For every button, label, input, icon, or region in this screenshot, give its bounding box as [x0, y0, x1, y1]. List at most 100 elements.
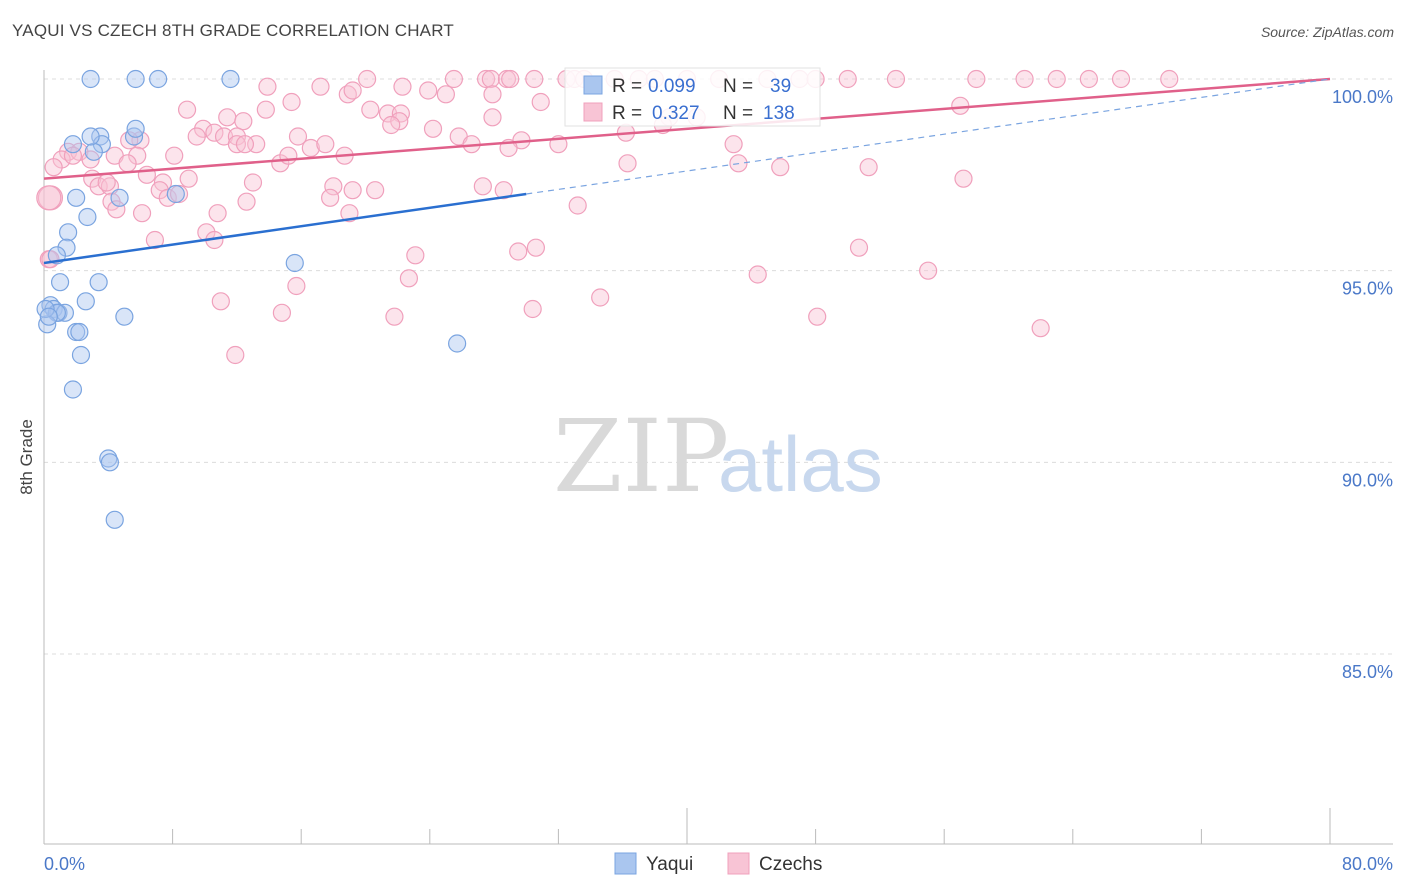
yaqui-point [63, 135, 83, 154]
czechs-point [406, 246, 425, 265]
trend-lines [43, 77, 1331, 265]
czechs-point [568, 196, 587, 215]
czechs-point [382, 115, 401, 135]
czechs-point [483, 85, 502, 104]
yaqui-point [71, 345, 91, 365]
yaqui-point [57, 238, 76, 257]
czechs-point [235, 135, 255, 154]
czechs-point [849, 238, 869, 257]
czechs-points [36, 69, 1179, 365]
yaqui-point [78, 207, 97, 227]
bottom-legend: Yaqui Czechs [614, 852, 822, 875]
bottom-legend-swatch-yaqui [614, 852, 637, 875]
legend-swatch-yaqui [583, 75, 603, 95]
czechs-point [473, 177, 492, 196]
czechs-point [179, 169, 198, 188]
czechs-point [177, 100, 197, 119]
x-tick-label-max: 80.0% [1342, 854, 1393, 874]
czechs-point [234, 112, 253, 131]
yaqui-point [59, 223, 78, 242]
czechs-point [301, 138, 320, 158]
czechs-point [358, 69, 377, 89]
legend-czechs-r-value: 0.327 [652, 103, 700, 124]
czechs-point [288, 127, 308, 146]
czechs-point [145, 230, 165, 250]
czechs-point [618, 154, 637, 173]
yaqui-point [124, 127, 144, 146]
legend-czechs-r-label: R = [612, 103, 642, 124]
y-tick-label: 85.0% [1342, 662, 1393, 682]
yaqui-point [110, 188, 129, 207]
yaqui-point [81, 127, 100, 146]
legend-yaqui-r-value: 0.099 [648, 76, 696, 97]
yaqui-point [76, 292, 95, 311]
yaqui-point [285, 253, 304, 273]
czechs-point [886, 69, 906, 89]
czechs-point [444, 69, 464, 89]
czechs-point [287, 276, 306, 296]
czechs-point [343, 181, 362, 200]
czechs-point [97, 173, 116, 192]
czechs-point [316, 135, 335, 154]
yaqui-point [84, 142, 103, 161]
czechs-point [118, 154, 137, 173]
czechs-point [226, 345, 245, 365]
y-tick-label: 95.0% [1342, 279, 1393, 299]
czechs-point [771, 158, 790, 177]
czechs-point [1031, 319, 1050, 338]
yaqui-point [81, 69, 100, 89]
czechs-point [282, 92, 301, 112]
czechs-point [340, 204, 359, 223]
y-axis-title: 8th Grade [17, 419, 36, 495]
czechs-point [272, 303, 292, 322]
yaqui-point [448, 334, 467, 353]
czechs-point [724, 135, 743, 154]
yaqui-point [50, 273, 70, 292]
czechs-point [423, 119, 443, 138]
czechs-point [808, 307, 827, 326]
czechs-point [476, 69, 496, 89]
czechs-point [483, 108, 502, 127]
watermark: ZIP atlas [553, 398, 883, 515]
czechs-point [393, 77, 412, 96]
czechs-point [436, 85, 455, 104]
czechs-point [919, 261, 938, 280]
czechs-point [137, 165, 156, 184]
czechs-point [1047, 69, 1066, 89]
x-axis-ticks [172, 808, 1331, 844]
legend-yaqui-n-value: 39 [770, 76, 791, 97]
yaqui-point [149, 69, 168, 89]
legend-yaqui-n-label: N = [723, 76, 753, 97]
chart-title: YAQUI VS CZECH 8TH GRADE CORRELATION CHA… [12, 21, 454, 40]
czechs-point [531, 92, 550, 112]
czechs-point [501, 69, 520, 89]
yaqui-point [70, 322, 89, 342]
czechs-point [385, 307, 404, 326]
bottom-legend-czechs: Czechs [759, 854, 822, 875]
czechs-point [128, 146, 147, 165]
legend-yaqui-r-label: R = [612, 76, 642, 97]
legend-czechs-n-value: 138 [763, 103, 795, 124]
czechs-point [256, 100, 275, 119]
y-tick-label: 90.0% [1342, 470, 1393, 490]
yaqui-points [36, 69, 467, 529]
yaqui-point [126, 119, 145, 138]
legend-swatch-czechs [583, 102, 603, 122]
czechs-point [107, 200, 126, 219]
czechs-point [258, 77, 277, 96]
czechs-point [419, 81, 438, 100]
czechs-point [361, 100, 380, 119]
yaqui-point [91, 127, 110, 146]
yaqui-point [105, 510, 124, 529]
source-label: Source: ZipAtlas.com [1260, 24, 1394, 40]
czechs-point [279, 146, 298, 165]
czechs-point [205, 123, 224, 142]
czechs-point [243, 173, 263, 192]
watermark-zip: ZIP [553, 398, 729, 515]
watermark-atlas: atlas [718, 420, 883, 508]
grid-lines [44, 78, 1393, 655]
czechs-point [366, 181, 385, 200]
czechs-point [525, 69, 544, 89]
y-tick-labels: 85.0% 90.0% 95.0% 100.0% [1332, 87, 1393, 682]
